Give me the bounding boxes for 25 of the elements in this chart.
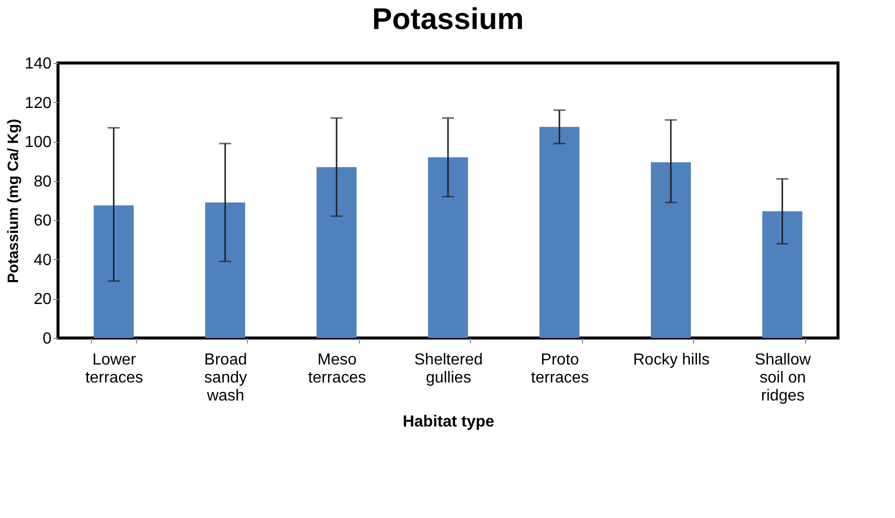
x-tick-label: Sheltered gullies — [414, 352, 483, 386]
bar — [650, 162, 691, 338]
y-tick-label: 120 — [24, 94, 52, 112]
x-axis-title: Habitat type — [402, 414, 494, 430]
bar — [762, 211, 802, 338]
x-tick-label: Shallow soil on ridges — [754, 352, 812, 404]
x-tick-label: Proto terraces — [531, 352, 589, 386]
bar — [428, 157, 468, 338]
x-tick-label: Lower terraces — [85, 352, 144, 386]
y-tick-label: 0 — [42, 330, 52, 348]
bar — [539, 126, 580, 338]
bar — [205, 202, 246, 338]
chart-title: Potassium — [372, 3, 524, 36]
y-tick-label: 140 — [24, 56, 52, 72]
y-tick-label: 40 — [34, 252, 52, 269]
bar — [316, 167, 357, 338]
y-tick-label: 80 — [34, 173, 52, 190]
y-axis-title: Potassium (mg Ca/ Kg) — [4, 118, 22, 284]
y-tick-label: 60 — [34, 212, 52, 230]
x-tick-label: Meso terraces — [308, 352, 366, 386]
x-tick-label: Broad sandy wash — [204, 352, 247, 404]
y-tick-label: 20 — [34, 291, 52, 308]
bar — [94, 205, 134, 338]
x-tick-label: Rocky hills — [633, 352, 710, 368]
y-tick-label: 100 — [24, 134, 52, 152]
